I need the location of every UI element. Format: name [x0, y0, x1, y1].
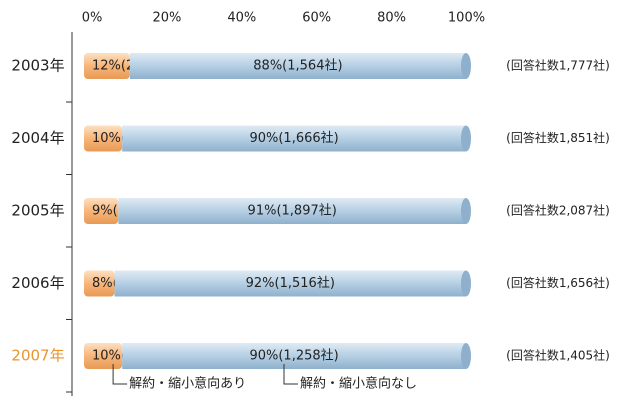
bar-end: [461, 53, 471, 79]
x-tick-label: 80%: [377, 11, 406, 26]
respondent-label: (回答社数1,851社): [506, 130, 610, 145]
x-tick-label: 0%: [82, 11, 103, 26]
category-label: 2004年: [11, 129, 64, 147]
respondent-label: (回答社数1,777社): [506, 58, 610, 73]
x-tick-label: 40%: [227, 11, 256, 26]
bar-segment: [84, 270, 115, 297]
bar-end: [461, 125, 471, 152]
respondent-label: (回答社数2,087社): [506, 203, 610, 218]
legend-leader: [283, 364, 298, 385]
value-label: 92%(1,516社): [246, 275, 335, 291]
x-tick-label: 20%: [152, 11, 181, 26]
value-label: 90%(1,258社): [249, 348, 338, 364]
bar-segment: [114, 270, 466, 297]
category-label: 2005年: [11, 202, 64, 220]
category-label: 2007年: [11, 347, 64, 365]
legend-leader: [112, 364, 128, 385]
x-tick-label: 60%: [302, 11, 331, 26]
bar-end: [461, 198, 471, 224]
category-label: 2006年: [11, 274, 64, 292]
bar-end: [461, 343, 471, 369]
bar-segment: [84, 53, 130, 79]
bar-segment: [122, 343, 466, 369]
bar-segment: [122, 125, 466, 152]
bar-segment: [129, 53, 466, 79]
bar-end: [461, 270, 471, 297]
bar-segment: [84, 198, 119, 224]
value-label: 90%(1,666社): [249, 130, 338, 146]
category-label: 2003年: [11, 57, 64, 75]
respondent-label: (回答社数1,405社): [506, 348, 610, 363]
bar-segment: [84, 125, 123, 152]
legend-label: 解約・縮小意向なし: [300, 376, 417, 392]
legend-label: 解約・縮小意向あり: [129, 376, 246, 392]
respondent-label: (回答社数1,656社): [506, 275, 610, 290]
value-label: 88%(1,564社): [253, 58, 342, 74]
value-label: 91%(1,897社): [248, 203, 337, 219]
x-tick-label: 100%: [448, 11, 485, 26]
bar-segment: [84, 343, 123, 369]
bar-segment: [118, 198, 466, 224]
